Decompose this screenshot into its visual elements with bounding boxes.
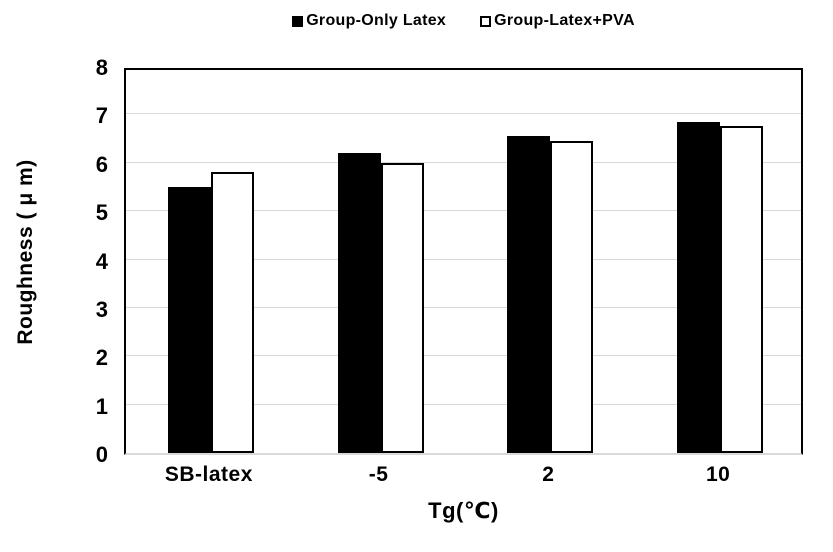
gridline <box>126 355 801 357</box>
legend-item-latex-pva: Group-Latex+PVA <box>480 12 635 30</box>
y-tick-label-8: 8 <box>95 55 108 80</box>
plot-area <box>124 68 803 455</box>
legend-label: Group-Latex+PVA <box>494 12 635 29</box>
bar-group-latex-pva-2 <box>550 140 594 453</box>
y-tick-label-5: 5 <box>95 200 108 226</box>
legend-item-only-latex: Group-Only Latex <box>292 12 446 30</box>
legend-label: Group-Only Latex <box>306 12 447 29</box>
bar-group-only-latex-10 <box>677 121 721 453</box>
bar-group-latex-pva-10 <box>720 126 764 453</box>
bar-group-latex-pva--5 <box>380 162 424 453</box>
gridline <box>126 161 801 163</box>
bar-group-only-latex--5 <box>337 153 381 453</box>
gridline <box>126 113 801 115</box>
x-category-label: SB-latex <box>164 463 253 486</box>
x-axis-title: Tg(℃) <box>428 498 499 523</box>
bar-group-latex-pva-sb-latex <box>210 172 254 453</box>
y-tick-label-4: 4 <box>95 248 108 274</box>
gridline <box>126 258 801 260</box>
x-category-label: -5 <box>368 463 389 486</box>
y-tick-label-0: 0 <box>95 442 108 467</box>
y-tick-label-3: 3 <box>95 296 108 322</box>
filled-square-icon <box>292 15 304 27</box>
gridline <box>126 306 801 308</box>
gridline <box>126 403 801 405</box>
bar-group-only-latex-2 <box>507 136 551 453</box>
open-square-icon <box>480 15 492 27</box>
y-tick-label-6: 6 <box>95 151 108 177</box>
y-tick-label-2: 2 <box>95 345 108 371</box>
y-tick-label-7: 7 <box>95 103 108 129</box>
legend: Group-Only Latex Group-Latex+PVA <box>124 12 803 30</box>
gridline <box>126 210 801 212</box>
x-category-label: 2 <box>542 463 555 486</box>
bar-group-only-latex-sb-latex <box>167 186 211 453</box>
y-tick-label-1: 1 <box>95 393 108 419</box>
x-category-label: 10 <box>705 463 731 486</box>
